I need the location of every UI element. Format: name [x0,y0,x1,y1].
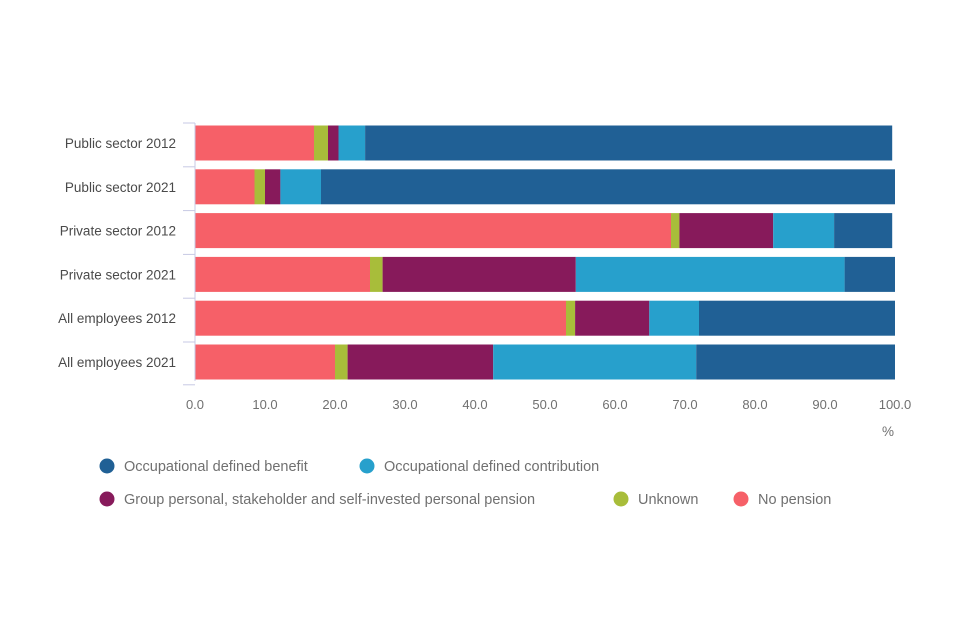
bar-all-employees-2021-group-personal-stakeholder-and-self-invested-personal-pension [347,344,494,380]
bar-public-sector-2012-occupational-defined-benefit [365,125,893,161]
legend: Occupational defined benefit Occupational… [99,458,831,508]
bar-all-employees-2021-unknown [335,344,348,380]
bars-layer [195,125,895,380]
x-tick-label: 60.0 [602,397,627,412]
axes-layer: Public sector 2012 Public sector 2021 Priv… [58,122,912,439]
bar-all-employees-2021-no-pension [195,344,335,380]
x-tick-label: 0.0 [186,397,204,412]
legend-label-occupational-defined-benefit: Occupational defined benefit [124,459,308,475]
x-tick-label: 30.0 [392,397,417,412]
bar-public-sector-2021-occupational-defined-benefit [321,169,895,205]
bar-all-employees-2021-occupational-defined-contribution [493,344,697,380]
bar-private-sector-2012-unknown [671,213,680,249]
legend-swatch-occupational-defined-contribution [359,458,375,474]
x-tick-label: 100.0 [879,397,912,412]
bar-public-sector-2021-no-pension [195,169,255,205]
x-axis-unit-label: % [882,424,894,439]
bar-private-sector-2021-no-pension [195,256,370,292]
bar-all-employees-2012-occupational-defined-benefit [699,300,895,336]
bar-all-employees-2012-occupational-defined-contribution [649,300,699,336]
bar-public-sector-2012-occupational-defined-contribution [338,125,366,161]
bar-public-sector-2012-unknown [314,125,328,161]
bar-private-sector-2012-group-personal-stakeholder-and-self-invested-personal-pension [679,213,774,249]
x-tick-label: 40.0 [462,397,487,412]
x-tick-label: 80.0 [742,397,767,412]
bar-public-sector-2021-occupational-defined-contribution [280,169,321,205]
bar-all-employees-2012-group-personal-stakeholder-and-self-invested-personal-pension [575,300,650,336]
category-label-private-sector-2012: Private sector 2012 [60,224,176,239]
legend-swatch-occupational-defined-benefit [99,458,115,474]
category-label-public-sector-2021: Public sector 2021 [65,180,176,195]
legend-swatch-no-pension [733,491,749,507]
bar-private-sector-2012-occupational-defined-contribution [773,213,835,249]
bar-public-sector-2012-group-personal-stakeholder-and-self-invested-personal-pension [328,125,339,161]
legend-swatch-group-personal-stakeholder-and-self-invested-personal-pension [99,491,115,507]
bar-all-employees-2012-unknown [566,300,576,336]
bar-public-sector-2021-unknown [254,169,265,205]
category-label-public-sector-2012: Public sector 2012 [65,136,176,151]
bar-public-sector-2021-group-personal-stakeholder-and-self-invested-personal-pension [265,169,281,205]
category-label-private-sector-2021: Private sector 2021 [60,267,176,282]
category-label-all-employees-2021: All employees 2021 [58,355,176,370]
legend-label-unknown: Unknown [638,492,698,508]
bar-private-sector-2021-occupational-defined-contribution [575,256,845,292]
bar-public-sector-2012-no-pension [195,125,314,161]
bar-private-sector-2021-occupational-defined-benefit [844,256,895,292]
bar-private-sector-2012-no-pension [195,213,671,249]
x-tick-label: 20.0 [322,397,347,412]
legend-swatch-unknown [613,491,629,507]
x-tick-label: 50.0 [532,397,557,412]
bar-private-sector-2021-group-personal-stakeholder-and-self-invested-personal-pension [382,256,576,292]
bar-private-sector-2012-occupational-defined-benefit [834,213,893,249]
x-tick-label: 70.0 [672,397,697,412]
bar-all-employees-2012-no-pension [195,300,566,336]
x-tick-label: 10.0 [252,397,277,412]
legend-label-occupational-defined-contribution: Occupational defined contribution [384,459,599,475]
bar-private-sector-2021-unknown [370,256,383,292]
legend-label-no-pension: No pension [758,492,831,508]
x-tick-label: 90.0 [812,397,837,412]
legend-label-group-personal-stakeholder-and-self-invested-personal-pension: Group personal, stakeholder and self-inv… [124,492,535,508]
bar-all-employees-2021-occupational-defined-benefit [696,344,895,380]
category-label-all-employees-2012: All employees 2012 [58,311,176,326]
